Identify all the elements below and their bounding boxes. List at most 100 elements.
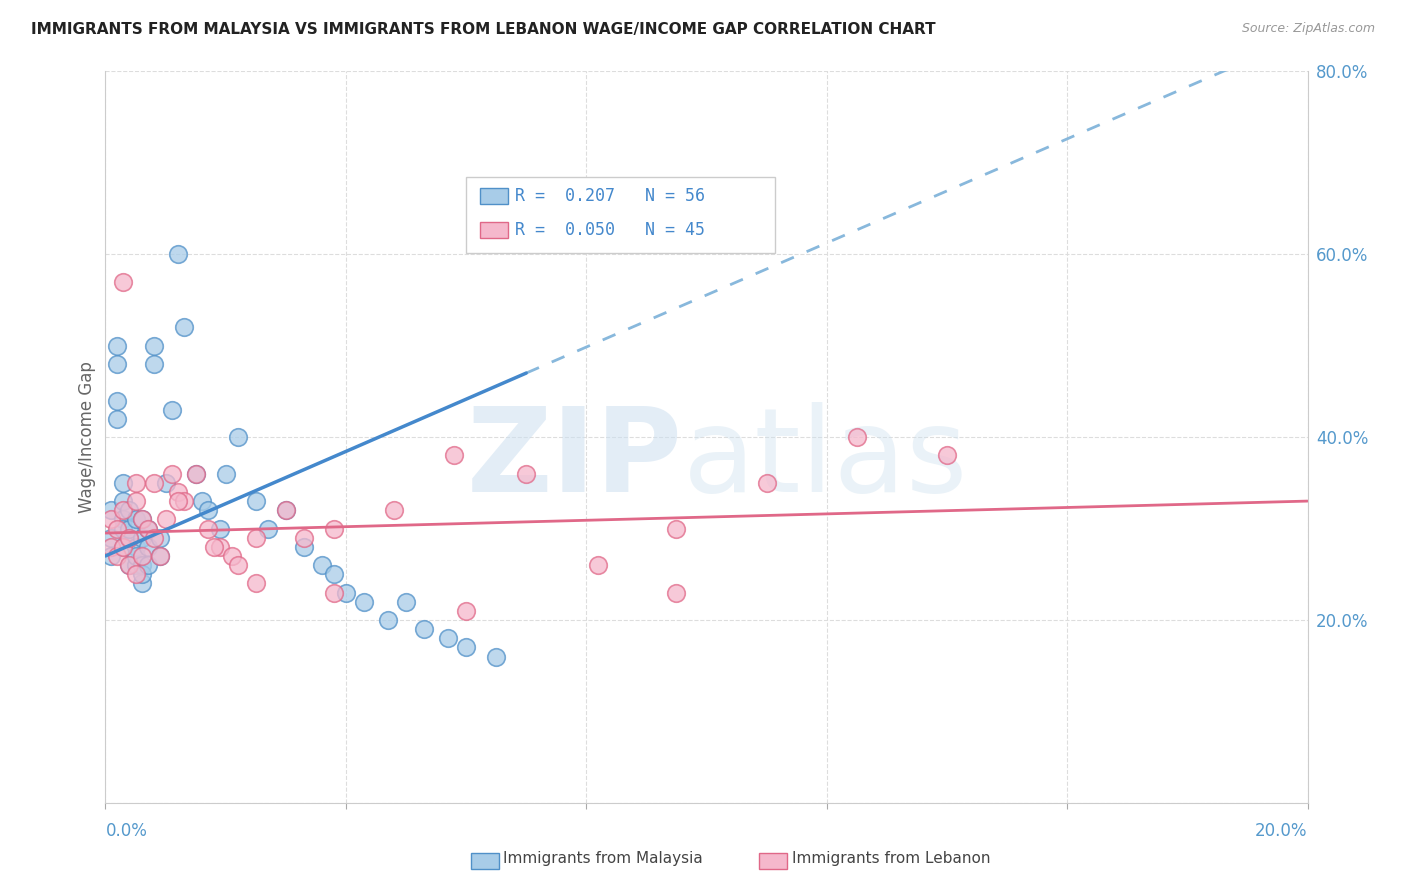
Point bbox=[124, 567, 146, 582]
Point bbox=[437, 632, 460, 646]
Point bbox=[124, 558, 146, 573]
Point bbox=[515, 467, 537, 481]
Text: 0.0%: 0.0% bbox=[105, 822, 148, 840]
Point bbox=[221, 549, 243, 563]
Point bbox=[256, 521, 278, 535]
Text: Immigrants from Lebanon: Immigrants from Lebanon bbox=[792, 851, 990, 865]
Text: 20.0%: 20.0% bbox=[1256, 822, 1308, 840]
Point bbox=[124, 540, 146, 554]
Point bbox=[413, 622, 436, 636]
Point bbox=[173, 494, 195, 508]
Point bbox=[214, 467, 236, 481]
Point bbox=[292, 531, 315, 545]
Text: R =  0.050   N = 45: R = 0.050 N = 45 bbox=[516, 221, 706, 239]
Point bbox=[166, 494, 188, 508]
Point bbox=[100, 503, 122, 517]
Point bbox=[136, 521, 159, 535]
Text: R =  0.207   N = 56: R = 0.207 N = 56 bbox=[516, 187, 706, 205]
Point bbox=[190, 494, 212, 508]
Point bbox=[665, 585, 688, 599]
Point bbox=[665, 521, 688, 535]
Point bbox=[382, 503, 405, 517]
Point bbox=[107, 521, 129, 535]
Point bbox=[107, 393, 129, 408]
Point bbox=[184, 467, 207, 481]
Point bbox=[118, 531, 141, 545]
Point bbox=[100, 512, 122, 526]
Point bbox=[118, 503, 141, 517]
Point bbox=[131, 512, 153, 526]
Point bbox=[588, 558, 610, 573]
Point bbox=[118, 521, 141, 535]
Point bbox=[245, 531, 267, 545]
Point bbox=[485, 649, 508, 664]
Point bbox=[353, 594, 375, 608]
Point bbox=[107, 357, 129, 371]
Point bbox=[148, 531, 170, 545]
Point bbox=[136, 558, 159, 573]
Point bbox=[112, 540, 135, 554]
Point bbox=[131, 531, 153, 545]
Point bbox=[245, 494, 267, 508]
Y-axis label: Wage/Income Gap: Wage/Income Gap bbox=[77, 361, 96, 513]
Text: atlas: atlas bbox=[682, 401, 967, 516]
Point bbox=[208, 521, 231, 535]
Point bbox=[107, 549, 129, 563]
Point bbox=[124, 475, 146, 490]
Text: ZIP: ZIP bbox=[467, 401, 682, 516]
Point bbox=[322, 585, 344, 599]
Point bbox=[100, 540, 122, 554]
Point bbox=[142, 475, 165, 490]
Point bbox=[131, 558, 153, 573]
Point bbox=[142, 357, 165, 371]
Point bbox=[274, 503, 297, 517]
Point bbox=[124, 512, 146, 526]
Point bbox=[845, 430, 868, 444]
Point bbox=[454, 604, 477, 618]
Point bbox=[335, 585, 357, 599]
Point bbox=[124, 494, 146, 508]
Point bbox=[118, 558, 141, 573]
Point bbox=[107, 338, 129, 352]
Point bbox=[160, 467, 183, 481]
Point bbox=[184, 467, 207, 481]
Point bbox=[197, 521, 219, 535]
Point bbox=[454, 640, 477, 655]
Point bbox=[136, 540, 159, 554]
Point bbox=[377, 613, 399, 627]
Point bbox=[136, 521, 159, 535]
Text: IMMIGRANTS FROM MALAYSIA VS IMMIGRANTS FROM LEBANON WAGE/INCOME GAP CORRELATION : IMMIGRANTS FROM MALAYSIA VS IMMIGRANTS F… bbox=[31, 22, 935, 37]
Point bbox=[112, 475, 135, 490]
Point bbox=[112, 521, 135, 535]
Text: Source: ZipAtlas.com: Source: ZipAtlas.com bbox=[1241, 22, 1375, 36]
Point bbox=[155, 512, 177, 526]
Text: Immigrants from Malaysia: Immigrants from Malaysia bbox=[503, 851, 703, 865]
Point bbox=[322, 567, 344, 582]
Point bbox=[118, 531, 141, 545]
Point bbox=[208, 540, 231, 554]
Point bbox=[292, 540, 315, 554]
Point bbox=[936, 449, 959, 463]
Point bbox=[118, 558, 141, 573]
Point bbox=[142, 531, 165, 545]
Point bbox=[755, 475, 778, 490]
Point bbox=[148, 549, 170, 563]
Point bbox=[100, 549, 122, 563]
Point bbox=[155, 475, 177, 490]
Point bbox=[148, 549, 170, 563]
Point bbox=[142, 338, 165, 352]
Point bbox=[226, 430, 249, 444]
Point bbox=[112, 503, 135, 517]
Point bbox=[166, 247, 188, 261]
Point bbox=[107, 412, 129, 426]
Point bbox=[395, 594, 418, 608]
Point bbox=[112, 512, 135, 526]
Point bbox=[245, 576, 267, 591]
Point bbox=[443, 449, 465, 463]
Point bbox=[112, 275, 135, 289]
Point bbox=[311, 558, 333, 573]
Point bbox=[131, 567, 153, 582]
Point bbox=[112, 540, 135, 554]
Point bbox=[173, 320, 195, 334]
Point bbox=[197, 503, 219, 517]
